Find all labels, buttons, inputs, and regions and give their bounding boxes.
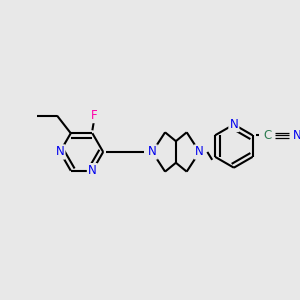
Text: F: F: [91, 109, 98, 122]
Text: N: N: [88, 164, 97, 177]
Text: N: N: [56, 146, 64, 158]
Text: N: N: [195, 146, 204, 158]
Text: N: N: [230, 118, 238, 131]
Text: N: N: [292, 129, 300, 142]
Text: C: C: [263, 129, 272, 142]
Text: N: N: [148, 146, 157, 158]
